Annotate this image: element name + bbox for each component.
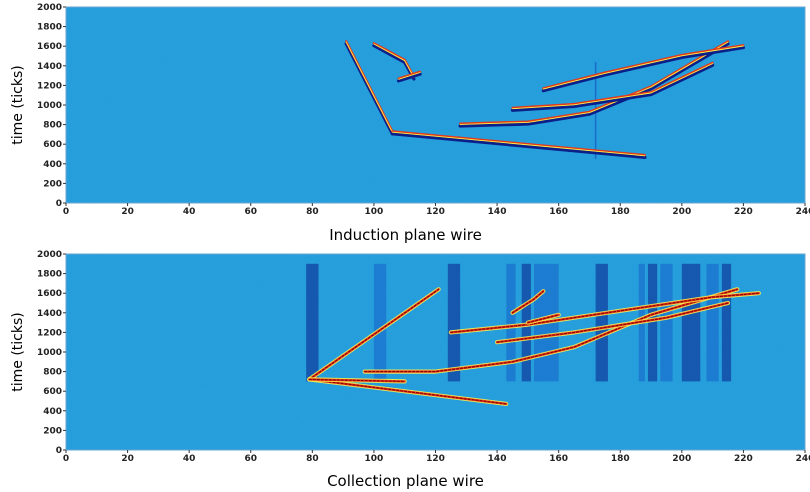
x-tick-label: 120 (426, 454, 445, 464)
wire-shadow (660, 263, 673, 382)
x-tick-label: 220 (734, 454, 753, 464)
y-tick-label: 600 (43, 387, 62, 397)
x-tick-label: 140 (488, 454, 507, 464)
panel-2: 0 20 40 60 80 100 120 140 160 180 200 220 240 0 200 400… (10, 250, 810, 490)
y-tick-label: 400 (43, 160, 62, 170)
x-tick-label: 220 (734, 207, 753, 217)
wire-shadow (647, 263, 658, 382)
x-tick-label: 140 (488, 207, 507, 217)
wire-shadow (447, 263, 461, 382)
y-tick-label: 2000 (37, 250, 62, 260)
y-tick-label: 1600 (37, 289, 62, 299)
y-tick-label: 200 (43, 179, 62, 189)
y-tick-label: 600 (43, 140, 62, 150)
x-tick-label: 20 (121, 454, 134, 464)
track-long-track (307, 377, 509, 406)
x-tick-label: 0 (63, 207, 69, 217)
x-tick-label: 0 (63, 454, 69, 464)
wire-shadow (595, 263, 608, 382)
track-branch-small-2 (525, 312, 561, 325)
wire-shadow (506, 263, 516, 382)
track-shower-lower (495, 300, 731, 345)
x-tick-label: 80 (306, 454, 319, 464)
x-tick-label: 200 (672, 207, 691, 217)
y-tick-label: 0 (56, 199, 62, 209)
y-tick-label: 1400 (37, 309, 62, 319)
track-shower-main (362, 287, 740, 374)
x-tick-label: 120 (426, 207, 445, 217)
track-shower-mid (510, 61, 715, 112)
y-tick-label: 1200 (37, 81, 62, 91)
x-tick-label: 160 (549, 454, 568, 464)
track-steep-track (344, 40, 394, 136)
x-tick-label: 240 (796, 207, 810, 217)
x-tick-label: 100 (365, 454, 384, 464)
track-shower-upper (448, 291, 761, 335)
track-shower-main (458, 40, 730, 128)
y-axis-label: time (ticks) (10, 65, 26, 144)
x-tick-label: 40 (183, 207, 196, 217)
y-axis-label: time (ticks) (10, 312, 26, 391)
y-tick-label: 800 (43, 368, 62, 378)
y-tick-label: 1000 (37, 348, 62, 358)
x-axis-label: Collection plane wire (327, 472, 484, 490)
x-tick-label: 240 (796, 454, 810, 464)
y-tick-label: 1400 (37, 62, 62, 72)
x-tick-label: 180 (611, 207, 630, 217)
y-tick-label: 800 (43, 121, 62, 131)
panel-1: 0 20 40 60 80 100 120 140 160 180 200 220 240 0 200 400… (10, 3, 810, 244)
track-diagonal-track (307, 287, 441, 382)
track-long-track (390, 130, 647, 159)
x-tick-label: 180 (611, 454, 630, 464)
track-shower-upper (541, 44, 746, 93)
x-tick-label: 160 (549, 207, 568, 217)
y-tick-label: 1600 (37, 42, 62, 52)
y-tick-label: 1800 (37, 270, 62, 280)
y-tick-label: 1000 (37, 101, 62, 111)
x-tick-label: 200 (672, 454, 691, 464)
track-branch-small (510, 289, 546, 315)
x-axis-label: Induction plane wire (329, 226, 482, 244)
y-tick-label: 1800 (37, 23, 62, 33)
y-tick-label: 0 (56, 446, 62, 456)
x-tick-label: 80 (306, 207, 319, 217)
x-tick-label: 40 (183, 454, 196, 464)
x-tick-label: 60 (244, 454, 257, 464)
track-branch-track (307, 377, 407, 384)
wire-shadow (706, 263, 719, 382)
wire-shadow (373, 263, 387, 382)
y-tick-label: 400 (43, 407, 62, 417)
wire-shadow (721, 263, 732, 382)
wire-shadow (306, 263, 319, 382)
y-tick-label: 2000 (37, 3, 62, 13)
track-small-track-2 (397, 70, 422, 83)
wire-shadow (681, 263, 701, 382)
x-tick-label: 60 (244, 207, 257, 217)
y-tick-label: 200 (43, 426, 62, 436)
x-tick-label: 100 (365, 207, 384, 217)
x-tick-label: 20 (121, 207, 134, 217)
y-tick-label: 1200 (37, 328, 62, 338)
track-small-track (372, 42, 416, 81)
noise-texture (66, 7, 805, 203)
